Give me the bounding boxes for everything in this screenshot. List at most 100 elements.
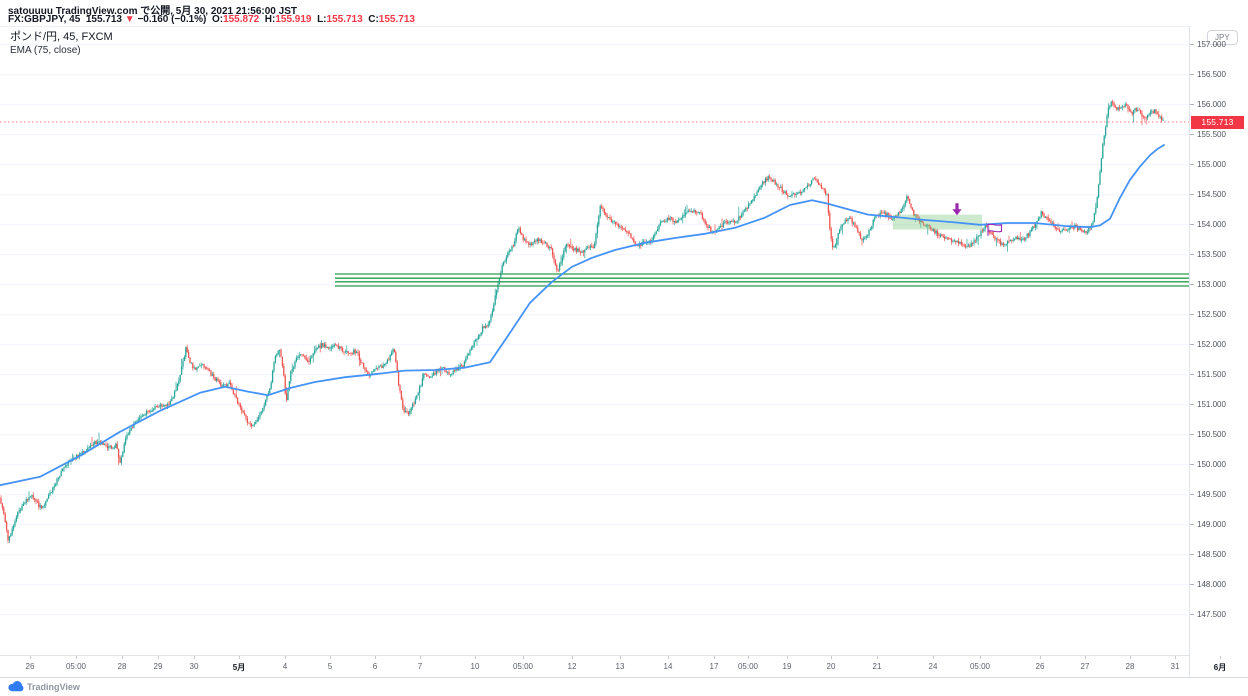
time-tick-label: 10 — [470, 662, 480, 671]
time-tick-label: 29 — [153, 662, 163, 671]
time-tick-mark — [1130, 656, 1131, 659]
tick-mark — [1190, 164, 1194, 166]
price-tick-label: 152.000 — [1190, 340, 1226, 349]
time-tick-label: 13 — [615, 662, 625, 671]
time-tick-mark — [194, 656, 195, 659]
time-tick-label: 7 — [417, 662, 423, 671]
price-tick-label: 150.500 — [1190, 430, 1226, 439]
price-tick-label: 155.500 — [1190, 130, 1226, 139]
gridlines — [0, 44, 1189, 616]
time-tick-label: 05:00 — [737, 662, 759, 671]
time-tick-mark — [239, 656, 240, 659]
time-tick-label: 4 — [282, 662, 288, 671]
price-tick-label: 156.000 — [1190, 100, 1226, 109]
highlight-zone-drawing[interactable] — [893, 214, 982, 230]
price-tick-label: 154.000 — [1190, 220, 1226, 229]
time-tick-mark — [1220, 656, 1221, 659]
time-tick-label: 20 — [826, 662, 836, 671]
current-price-label: 155.713 — [1191, 115, 1244, 129]
tick-mark — [1190, 224, 1194, 226]
price-change: −0.160 (−0.1%) — [137, 14, 207, 25]
time-tick-mark — [285, 656, 286, 659]
time-tick-label: 05:00 — [969, 662, 991, 671]
arrow-down-annotation[interactable] — [952, 203, 962, 216]
time-tick-label: 26 — [25, 662, 35, 671]
tick-mark — [1190, 374, 1194, 376]
time-axis[interactable]: 26 05:00 28 29 30 5月 4 5 6 7 10 05:00 12 13 14 17 05:00 1… — [0, 655, 1226, 678]
candle-bodies-down — [0, 101, 1163, 541]
tick-mark — [1190, 254, 1194, 256]
tick-mark — [1190, 614, 1194, 616]
tick-mark — [1190, 74, 1194, 76]
time-tick-mark — [1040, 656, 1041, 659]
open-label: O: — [211, 14, 224, 25]
high-label: H: — [264, 14, 276, 25]
time-tick-label: 24 — [928, 662, 938, 671]
price-tick-label: 150.000 — [1190, 460, 1226, 469]
time-tick-label: 28 — [117, 662, 127, 671]
time-tick-mark — [475, 656, 476, 659]
price-tick-label: 153.500 — [1190, 250, 1226, 259]
tick-mark — [1190, 314, 1194, 316]
price-axis[interactable]: JPY 155.713 157.000 156.500 156.000 155.500… — [1189, 26, 1248, 677]
header-separator — [0, 26, 1248, 27]
time-tick-label: 30 — [189, 662, 199, 671]
time-tick-label: 6 — [372, 662, 378, 671]
time-tick-label: 28 — [1125, 662, 1135, 671]
time-tick-mark — [877, 656, 878, 659]
time-tick-label: 05:00 — [512, 662, 534, 671]
brand-text: TradingView — [27, 681, 80, 692]
price-tick-label: 148.000 — [1190, 580, 1226, 589]
price-tick-label: 155.000 — [1190, 160, 1226, 169]
price-tick-label: 153.000 — [1190, 280, 1226, 289]
time-tick-label: 19 — [782, 662, 792, 671]
time-tick-label: 27 — [1080, 662, 1090, 671]
price-tick-label: 156.500 — [1190, 70, 1226, 79]
price-tick-label: 151.500 — [1190, 370, 1226, 379]
time-tick-mark — [748, 656, 749, 659]
time-tick-mark — [933, 656, 934, 659]
time-tick-label: 21 — [872, 662, 882, 671]
tick-mark — [1190, 404, 1194, 406]
time-tick-mark — [158, 656, 159, 659]
time-tick-mark — [572, 656, 573, 659]
time-tick-label: 26 — [1035, 662, 1045, 671]
tick-mark — [1190, 584, 1194, 586]
legend-symbol-title[interactable]: ポンド/円, 45, FXCM — [10, 31, 113, 43]
candle-wicks-down — [0, 99, 1162, 544]
time-tick-mark — [330, 656, 331, 659]
time-tick-mark — [523, 656, 524, 659]
tick-mark — [1190, 284, 1194, 286]
time-tick-label: 17 — [709, 662, 719, 671]
publish-info: satouuuu TradingView.com で公開, 5月 30, 202… — [8, 6, 297, 17]
tick-mark — [1190, 464, 1194, 466]
flag-annotation[interactable] — [987, 223, 1003, 236]
time-tick-mark — [375, 656, 376, 659]
tick-mark — [1190, 524, 1194, 526]
ema-line — [0, 144, 1165, 487]
tick-mark — [1190, 434, 1194, 436]
open-value: 155.872 — [223, 14, 260, 25]
symbol-name: FX:GBPJPY, 45 — [8, 14, 81, 25]
time-tick-mark — [980, 656, 981, 659]
chart-canvas[interactable] — [0, 0, 1189, 677]
chart-legend: ポンド/円, 45, FXCM EMA (75, close) — [10, 31, 113, 57]
close-value: 155.713 — [378, 14, 415, 25]
time-tick-label: 5月 — [232, 663, 246, 672]
time-tick-mark — [122, 656, 123, 659]
tick-mark — [1190, 494, 1194, 496]
time-tick-label: 12 — [567, 662, 577, 671]
time-tick-mark — [668, 656, 669, 659]
time-tick-mark — [1085, 656, 1086, 659]
currency-toggle-button[interactable]: JPY — [1207, 30, 1238, 45]
cloud-icon — [8, 681, 24, 692]
legend-ema-indicator[interactable]: EMA (75, close) — [10, 45, 81, 56]
candle-bodies-up — [8, 101, 1164, 541]
time-tick-mark — [831, 656, 832, 659]
time-tick-label: 05:00 — [65, 662, 87, 671]
time-tick-label: 5 — [327, 662, 333, 671]
tradingview-logo[interactable]: TradingView — [8, 681, 80, 692]
time-tick-label: 14 — [663, 662, 673, 671]
price-tick-label: 148.500 — [1190, 550, 1226, 559]
